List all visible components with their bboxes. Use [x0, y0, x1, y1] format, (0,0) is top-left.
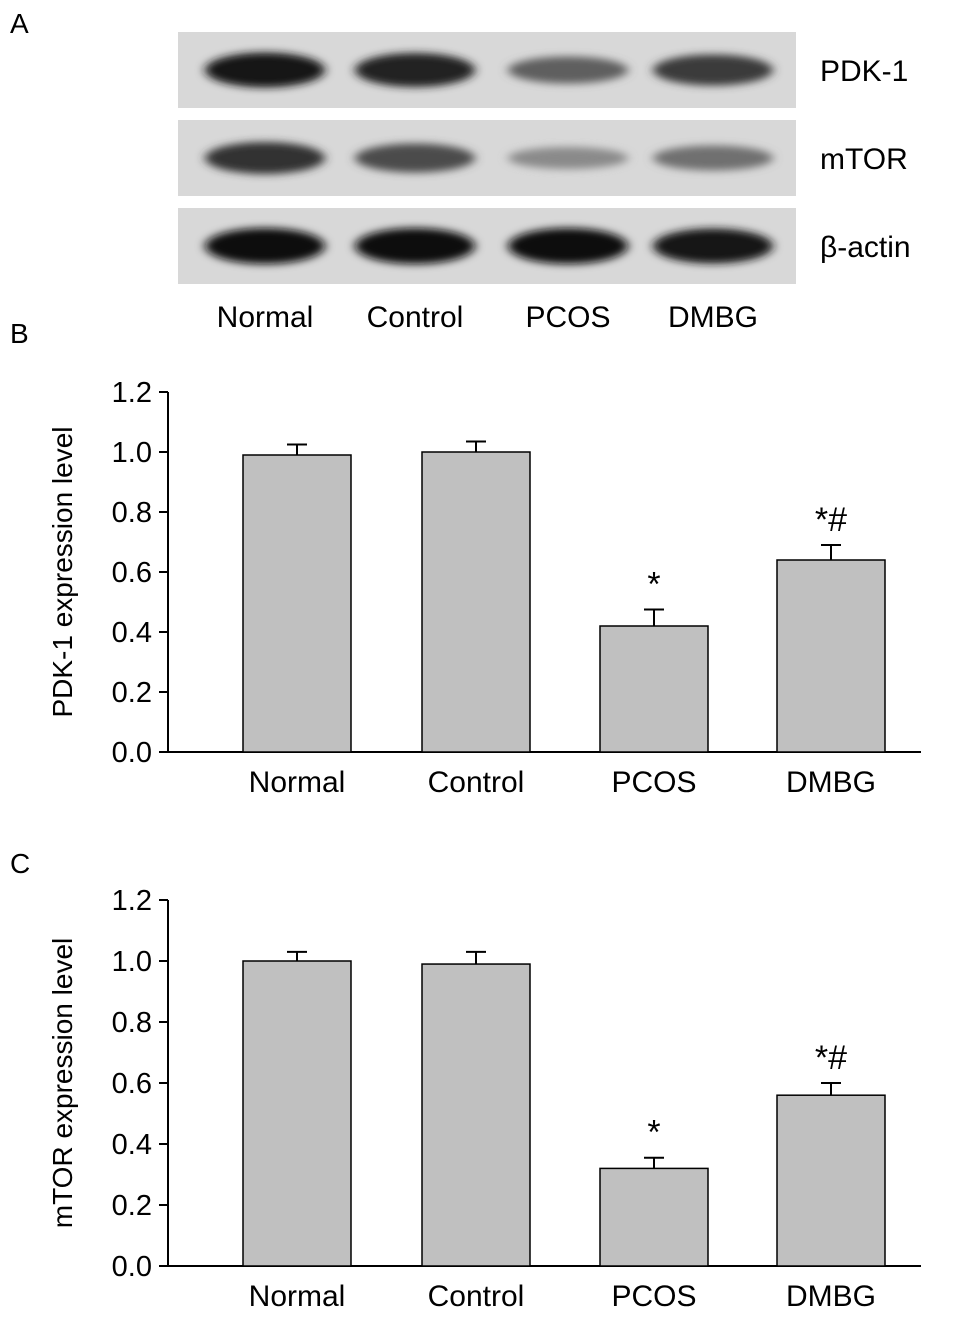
- bar-pcos: [599, 1167, 709, 1267]
- blot-row-label: β-actin: [820, 231, 911, 264]
- y-tick-label: 0.0: [112, 737, 152, 769]
- x-tick-label: Control: [428, 1280, 525, 1313]
- x-tick-label: PCOS: [611, 1280, 696, 1313]
- y-tick-label: 1.0: [112, 437, 152, 469]
- significance-marker: *#: [815, 1039, 847, 1077]
- y-tick-label: 1.2: [112, 377, 152, 409]
- bar-dmbg: [776, 1094, 886, 1267]
- blot-band: [508, 147, 628, 169]
- x-tick-label: DMBG: [786, 766, 876, 799]
- x-tick-label: Normal: [249, 766, 346, 799]
- y-tick-label: 0.8: [112, 1007, 152, 1039]
- y-tick-label: 1.0: [112, 946, 152, 978]
- blot-band: [508, 56, 628, 84]
- bar-control: [421, 963, 531, 1267]
- y-tick-label: 1.2: [112, 885, 152, 917]
- x-tick-label: PCOS: [611, 766, 696, 799]
- y-axis-label: mTOR expression level: [47, 938, 78, 1228]
- y-tick-label: 0.2: [112, 677, 152, 709]
- y-tick-label: 0.0: [112, 1251, 152, 1283]
- y-tick-label: 0.6: [112, 557, 152, 589]
- blot-band: [508, 228, 628, 264]
- y-tick-label: 0.6: [112, 1068, 152, 1100]
- x-tick-label: Control: [428, 766, 525, 799]
- y-tick-label: 0.4: [112, 1129, 152, 1161]
- bar-pcos: [599, 625, 709, 753]
- panel-label-c: C: [10, 848, 31, 879]
- bar-dmbg: [776, 559, 886, 753]
- blot-row-label: PDK-1: [820, 55, 908, 88]
- western-blot: PDK-1 mTOR β-actin Normal Control PCOS DMBG: [178, 32, 911, 334]
- significance-marker: *: [647, 566, 660, 604]
- panel-label-b: B: [10, 318, 29, 349]
- blot-lane-label: DMBG: [668, 301, 758, 334]
- significance-marker: *#: [815, 501, 847, 539]
- y-tick-label: 0.8: [112, 497, 152, 529]
- y-tick-label: 0.2: [112, 1190, 152, 1222]
- blot-band: [653, 228, 773, 264]
- blot-band: [205, 52, 325, 88]
- panel-label-a: A: [10, 8, 29, 39]
- blot-lane-label: PCOS: [525, 301, 610, 334]
- bar-normal: [242, 960, 352, 1267]
- x-tick-label: DMBG: [786, 1280, 876, 1313]
- bar-normal: [242, 454, 352, 753]
- x-tick-label: Normal: [249, 1280, 346, 1313]
- blot-lane-label: Normal: [217, 301, 314, 334]
- y-axis-label: PDK-1 expression level: [47, 426, 78, 717]
- blot-band: [355, 143, 475, 173]
- blot-band: [205, 142, 325, 174]
- blot-row-label: mTOR: [820, 143, 908, 176]
- significance-marker: *: [647, 1114, 660, 1152]
- pdk1-bar-chart: 0.0 0.2 0.4 0.6 0.8 1.0 1.2 PDK-1 expression le…: [47, 377, 921, 799]
- mtor-bar-chart: 0.0 0.2 0.4 0.6 0.8 1.0 1.2 mTOR expression lev…: [47, 885, 921, 1313]
- blot-band: [205, 228, 325, 264]
- y-tick-label: 0.4: [112, 617, 152, 649]
- blot-band: [653, 54, 773, 86]
- blot-band: [355, 53, 475, 87]
- blot-band: [355, 228, 475, 264]
- blot-band: [653, 145, 773, 171]
- blot-lane-label: Control: [367, 301, 464, 334]
- bar-control: [421, 451, 531, 753]
